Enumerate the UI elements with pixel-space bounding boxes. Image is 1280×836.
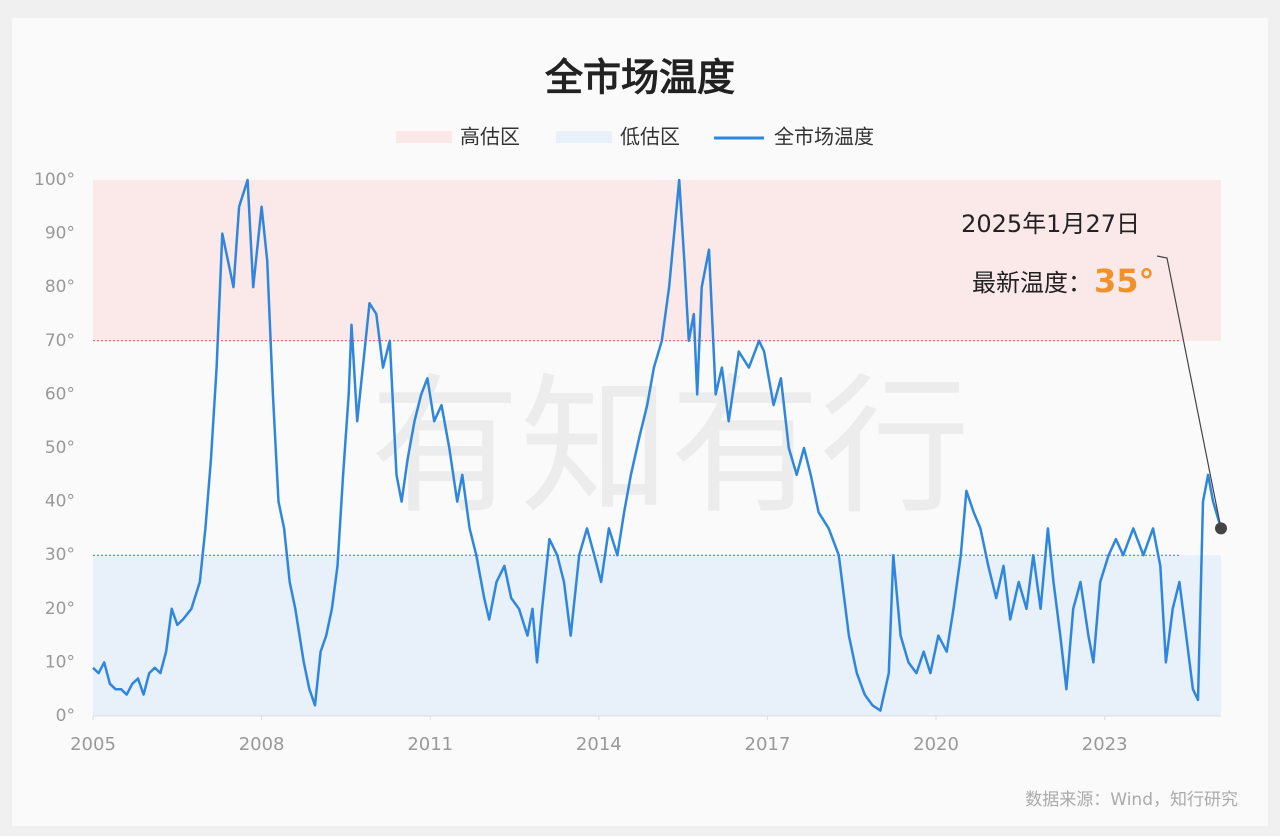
y-tick-label: 40° [45, 492, 75, 512]
y-tick-label: 70° [45, 331, 75, 351]
y-tick-label: 0° [56, 706, 75, 726]
band [93, 555, 1221, 716]
x-tick-label: 2005 [70, 734, 116, 755]
y-tick-label: 50° [45, 438, 75, 458]
x-tick-label: 2017 [745, 734, 791, 755]
series-line [92, 178, 1223, 712]
annotation-date: 2025年1月27日 [961, 210, 1140, 238]
y-tick-label: 60° [45, 384, 75, 404]
legend-label: 高估区 [460, 125, 520, 149]
legend-swatch [556, 131, 612, 143]
y-tick-label: 20° [45, 599, 75, 619]
chart-title: 全市场温度 [544, 56, 735, 100]
y-tick-label: 100° [34, 170, 75, 190]
x-tick-label: 2014 [576, 734, 622, 755]
legend-swatch [396, 131, 452, 143]
y-tick-label: 90° [45, 224, 75, 244]
annotation-leader [1156, 255, 1222, 529]
y-tick-label: 30° [45, 545, 75, 565]
latest-point [1215, 522, 1227, 535]
annotation-label: 最新温度： [972, 269, 1092, 297]
y-tick-label: 80° [45, 277, 75, 297]
x-tick-label: 2011 [407, 734, 453, 755]
legend-label: 低估区 [620, 125, 680, 149]
legend-label: 全市场温度 [774, 125, 874, 149]
watermark: 有知有行 [370, 361, 970, 535]
x-tick-label: 2023 [1082, 734, 1128, 755]
y-tick-label: 10° [45, 652, 75, 672]
source: 数据来源：Wind，知行研究 [1025, 790, 1238, 810]
annotation-value: 35° [1094, 262, 1155, 300]
x-tick-label: 2008 [239, 734, 285, 755]
x-tick-label: 2020 [913, 734, 959, 755]
band [93, 180, 1221, 341]
